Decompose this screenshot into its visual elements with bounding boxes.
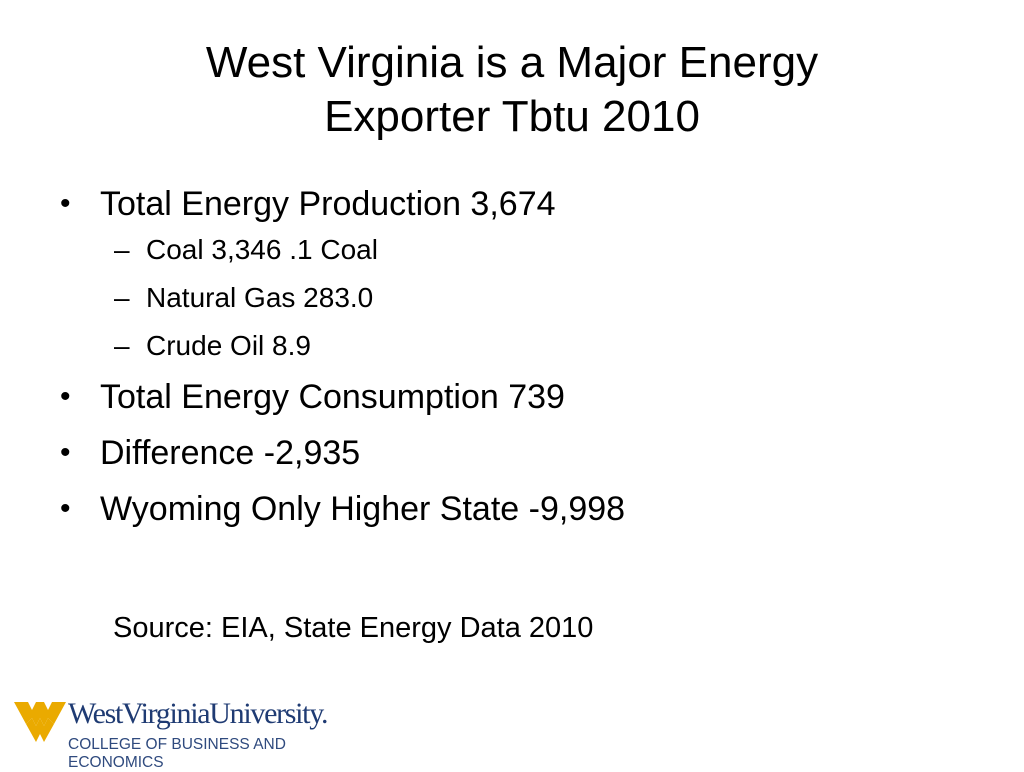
dash-icon: – (114, 330, 130, 361)
bullet-text: Total Energy Production 3,674 (100, 185, 556, 223)
slide-title: West Virginia is a Major Energy Exporter… (0, 36, 1024, 144)
subitem-crude-oil: – Crude Oil 8.9 (60, 329, 625, 363)
bullet-list: • Total Energy Production 3,674 – Coal 3… (60, 184, 625, 529)
title-line-2: Exporter Tbtu 2010 (324, 92, 700, 141)
bullet-dot-icon: • (60, 436, 71, 469)
subitem-text: Crude Oil 8.9 (146, 330, 311, 361)
bullet-wyoming: • Wyoming Only Higher State -9,998 (60, 489, 625, 529)
subitem-natural-gas: – Natural Gas 283.0 (60, 281, 625, 315)
dash-icon: – (114, 234, 130, 265)
university-name: WestVirginiaUniversity. (68, 697, 328, 730)
bullet-difference: • Difference -2,935 (60, 433, 625, 473)
wvu-logo: WestVirginiaUniversity. COLLEGE OF BUSIN… (14, 696, 374, 771)
dash-icon: – (114, 282, 130, 313)
bullet-consumption: • Total Energy Consumption 739 (60, 377, 625, 417)
source-citation: Source: EIA, State Energy Data 2010 (113, 612, 594, 644)
bullet-dot-icon: • (60, 187, 71, 220)
subitem-coal: – Coal 3,346 .1 Coal (60, 233, 625, 267)
bullet-text: Difference -2,935 (100, 434, 361, 472)
bullet-text: Total Energy Consumption 739 (100, 378, 565, 416)
bullet-dot-icon: • (60, 380, 71, 413)
college-name: COLLEGE OF BUSINESS AND ECONOMICS (68, 736, 286, 771)
subitem-text: Natural Gas 283.0 (146, 282, 374, 313)
flying-wv-icon (14, 702, 66, 742)
bullet-dot-icon: • (60, 492, 71, 525)
subitem-text: Coal 3,346 .1 Coal (146, 234, 378, 265)
bullet-production: • Total Energy Production 3,674 (60, 184, 625, 224)
bullet-text: Wyoming Only Higher State -9,998 (100, 490, 626, 528)
title-line-1: West Virginia is a Major Energy (205, 38, 819, 87)
